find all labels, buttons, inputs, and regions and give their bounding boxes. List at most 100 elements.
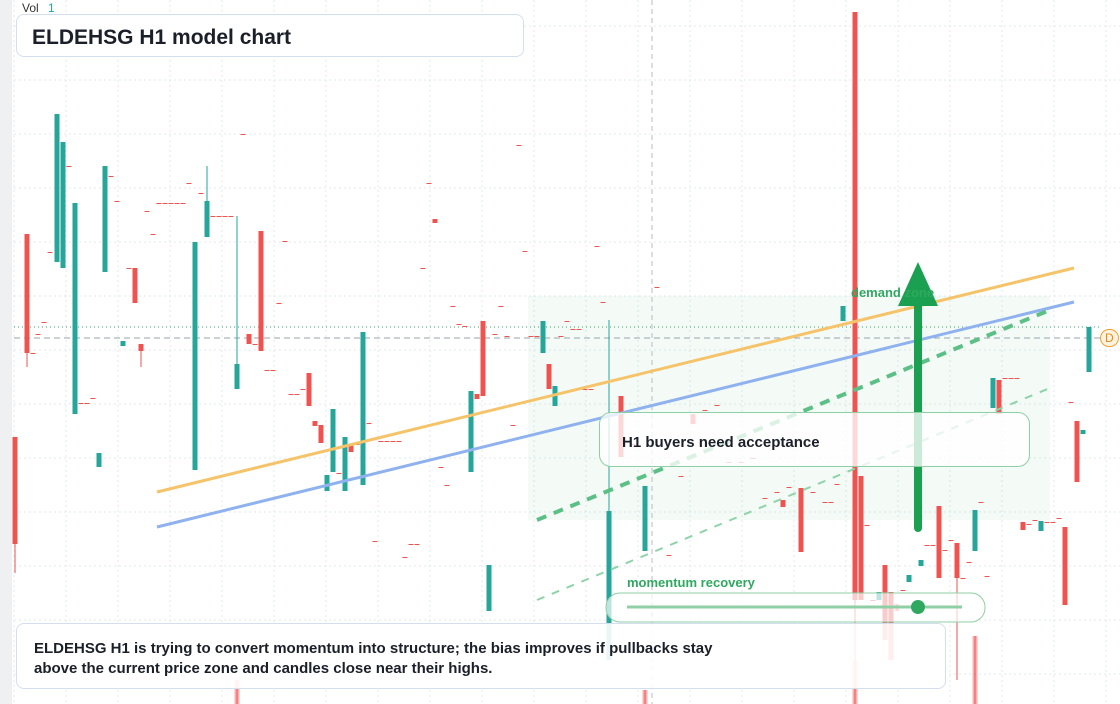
candle-body: [450, 306, 456, 307]
candle-body: [1008, 378, 1014, 379]
candle-body: [72, 203, 78, 414]
candle-body: [1050, 522, 1056, 523]
candle-body: [24, 234, 30, 353]
candle-body: [240, 134, 246, 135]
candle-body: [558, 336, 564, 337]
candle-body: [948, 540, 954, 541]
candle-body: [1074, 421, 1080, 482]
candle-body: [258, 231, 264, 351]
candle-body: [480, 321, 486, 396]
candle-body: [678, 476, 684, 477]
candle-body: [342, 437, 348, 491]
acceptance-card: H1 buyers need acceptance: [599, 412, 1030, 467]
candle-body: [318, 425, 324, 443]
momentum-knob[interactable]: [911, 600, 925, 614]
candle-body: [954, 543, 960, 578]
candle-body: [594, 246, 600, 247]
candle-body: [138, 344, 144, 351]
candle-body: [780, 500, 786, 507]
candle-body: [324, 475, 330, 491]
candle-body: [84, 403, 90, 404]
demand-zone: [528, 296, 1050, 520]
candle-body: [984, 576, 990, 577]
candle-body: [270, 370, 276, 371]
candle-body: [588, 389, 594, 390]
candle-body: [528, 336, 534, 337]
price-tag: D: [1100, 329, 1119, 347]
candle-body: [1068, 402, 1074, 403]
candle-body: [66, 166, 72, 167]
price-scale-strip: [0, 0, 12, 704]
candle-body: [444, 485, 450, 486]
candle-body: [900, 590, 906, 591]
candle-body: [600, 302, 606, 303]
candle-body: [1014, 378, 1020, 379]
candle-body: [564, 321, 570, 322]
candle-body: [348, 444, 354, 452]
candle-body: [810, 492, 816, 493]
volume-label: Vol 1: [22, 1, 55, 15]
candle-body: [924, 545, 930, 546]
candle-body: [432, 219, 438, 223]
note-card: ELDEHSG H1 is trying to convert momentum…: [16, 623, 946, 689]
candle-body: [582, 389, 588, 390]
candle-body: [840, 306, 846, 321]
candle-body: [1026, 524, 1032, 525]
candle-body: [108, 176, 114, 177]
candle-body: [798, 488, 804, 552]
candle-body: [510, 425, 516, 426]
candle-body: [222, 216, 228, 217]
demand-zone-label: demand zone: [851, 285, 935, 300]
candle-body: [762, 498, 768, 499]
candle-body: [1032, 520, 1038, 521]
candle-body: [264, 370, 270, 371]
candle-body: [966, 562, 972, 563]
candle-body: [168, 203, 174, 204]
candle-body: [1062, 527, 1068, 605]
candle-body: [960, 578, 966, 579]
candle-body: [906, 575, 912, 582]
candle-body: [186, 183, 192, 184]
candle-body: [47, 252, 53, 253]
candle-body: [402, 557, 408, 558]
candle-body: [786, 487, 792, 488]
candle-body: [252, 344, 258, 345]
candle-body: [102, 166, 108, 272]
candle-body: [492, 334, 498, 335]
candle-body: [35, 334, 41, 335]
candle-body: [366, 423, 372, 424]
candle-body: [282, 241, 288, 242]
candle-body: [642, 486, 648, 551]
candle-body: [41, 322, 47, 323]
candle-body: [390, 441, 396, 442]
candle-body: [1080, 430, 1086, 434]
candle-body: [54, 114, 60, 262]
candle-body: [864, 525, 870, 526]
candle-body: [330, 409, 336, 472]
candle-body: [306, 373, 312, 406]
candle-body: [486, 565, 492, 611]
candle-body: [936, 506, 942, 578]
candle-body: [540, 321, 546, 353]
candle-body: [930, 545, 936, 546]
candle-body: [216, 216, 222, 217]
candle-body: [972, 636, 978, 704]
candle-body: [312, 421, 318, 426]
candle-body: [360, 332, 366, 485]
candle-body: [996, 380, 1002, 414]
candle-body: [546, 364, 552, 389]
candle-body: [918, 560, 924, 566]
candle-body: [858, 476, 864, 600]
candle-body: [522, 251, 528, 252]
candle-body: [78, 403, 84, 404]
candle-body: [474, 394, 480, 399]
candle-body: [96, 453, 102, 467]
candle-body: [714, 405, 720, 406]
candle-body: [978, 502, 984, 503]
candle-body: [156, 203, 162, 204]
candle-body: [180, 203, 186, 204]
candle-body: [162, 203, 168, 204]
candle-body: [114, 201, 120, 202]
chart-title: ELDEHSG H1 model chart: [32, 26, 292, 49]
